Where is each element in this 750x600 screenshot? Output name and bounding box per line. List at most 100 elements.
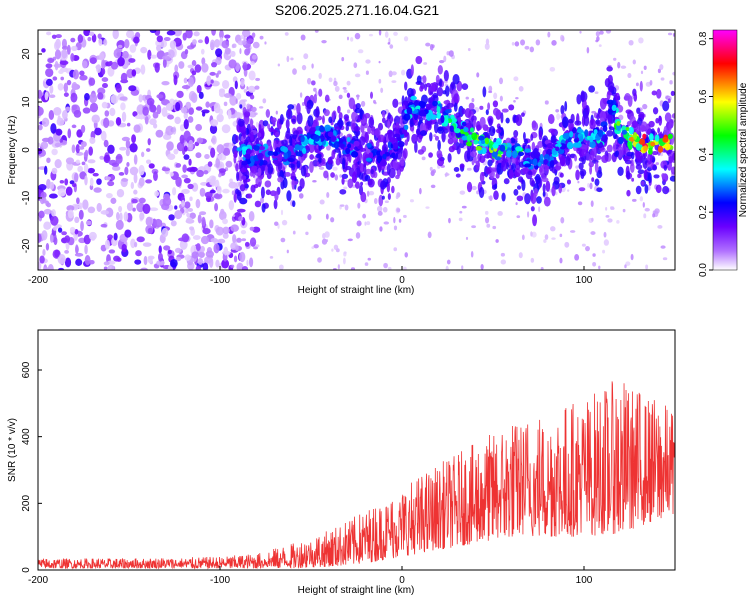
spectrogram-halo [495,128,502,134]
spectrogram-halo [277,161,283,172]
spectrogram-ridge-blob [420,101,426,109]
spectrogram-xtick-label: 100 [576,275,593,286]
spectrogram-speckle [69,226,76,233]
spectrogram-ridge-blob [484,137,490,145]
spectrogram-speckle [175,101,181,112]
spectrogram-speckle [183,112,189,120]
spectrogram-ridge-blob [425,113,432,121]
spectrogram-halo [589,150,595,161]
spectrogram-speckle [162,55,171,60]
spectrogram-speckle [78,202,83,210]
spectrogram-speckle [667,32,673,36]
spectrogram-speckle [346,36,349,41]
spectrogram-speckle [303,53,309,60]
spectrogram-speckle [378,60,381,64]
spectrogram-speckle [71,124,77,129]
spectrogram-speckle [590,231,596,235]
spectrogram-speckle [544,234,549,240]
spectrogram-speckle [617,61,621,69]
spectrogram-speckle [448,217,451,224]
spectrogram-ridge-blob [319,126,326,133]
spectrogram-speckle [373,198,378,205]
spectrogram-speckle [642,103,648,110]
spectrogram-speckle [145,159,152,164]
spectrogram-speckle [427,231,432,239]
spectrogram-halo [391,185,395,194]
spectrogram-speckle [360,100,366,107]
spectrogram-speckle [235,98,238,105]
spectrogram-speckle [43,266,49,270]
spectrogram-halo [258,123,262,135]
spectrogram-ridge-blob [346,137,351,143]
spectrogram-speckle [672,71,675,76]
spectrogram-ridge-blob [539,154,544,162]
spectrogram-speckle [148,163,155,169]
spectrogram-speckle [149,207,159,212]
spectrogram-speckle [260,197,265,204]
spectrogram-halo [588,85,596,93]
spectrogram-speckle [99,155,105,160]
snr-marks [38,381,675,570]
spectrogram-speckle [145,148,151,152]
spectrogram-speckle [603,239,609,246]
spectrogram-speckle [669,80,673,85]
spectrogram-speckle [192,235,201,240]
spectrogram-speckle [110,174,116,181]
spectrogram-speckle [45,78,53,86]
spectrogram-ridge-blob [365,157,372,162]
spectrogram-speckle [89,259,95,265]
spectrogram-halo [367,178,375,188]
spectrogram-speckle [326,192,330,198]
spectrogram-speckle [445,265,449,270]
spectrogram-speckle [57,267,65,270]
colorbar-axis: 0.0 0.2 0.4 0.6 0.8 [698,31,713,277]
spectrogram-halo [360,191,367,203]
spectrogram-speckle [223,101,228,107]
spectrogram-speckle [217,238,226,244]
spectrogram-speckle [167,114,174,120]
spectrogram-ridge-blob [611,104,617,112]
spectrogram-halo [309,154,315,160]
spectrogram-halo [452,73,460,85]
spectrogram-speckle [592,261,597,267]
spectrogram-speckle [328,77,333,83]
spectrogram-halo [300,165,307,177]
spectrogram-halo [386,163,391,176]
spectrogram-halo [285,118,290,130]
spectrogram-speckle [169,259,178,268]
spectrogram-speckle [209,178,216,186]
spectrogram-speckle [530,231,533,237]
spectrogram-ridge-blob [471,132,478,141]
spectrogram-speckle [484,43,490,50]
spectrogram-speckle [124,229,132,238]
spectrogram-speckle [100,223,108,228]
spectrogram-speckle [595,39,599,43]
spectrogram-speckle [341,56,345,62]
spectrogram-halo [380,180,387,190]
spectrogram-speckle [355,232,361,239]
spectrogram-halo [436,86,444,97]
spectrogram-speckle [84,149,89,158]
spectrogram-speckle [577,201,583,206]
spectrogram-speckle [88,146,93,156]
spectrogram-speckle [393,31,398,36]
spectrogram-speckle [209,189,216,194]
spectrogram-speckle [248,210,255,222]
spectrogram-speckle [191,182,199,192]
spectrogram-speckle [379,226,383,232]
spectrogram-speckle [133,189,138,195]
spectrogram-halo [296,112,303,125]
spectrogram-speckle [183,119,189,130]
spectrogram-speckle [610,206,615,209]
spectrogram-speckle [251,32,256,38]
spectrogram-speckle [74,172,79,183]
spectrogram-speckle [107,180,115,187]
spectrogram-ridge-blob [253,145,260,151]
spectrogram-speckle [214,39,221,48]
spectrogram-ridge-blob [283,151,289,160]
spectrogram-speckle [466,167,472,171]
spectrogram-speckle [108,249,116,254]
spectrogram-speckle [117,44,123,49]
spectrogram-halo [338,117,343,130]
